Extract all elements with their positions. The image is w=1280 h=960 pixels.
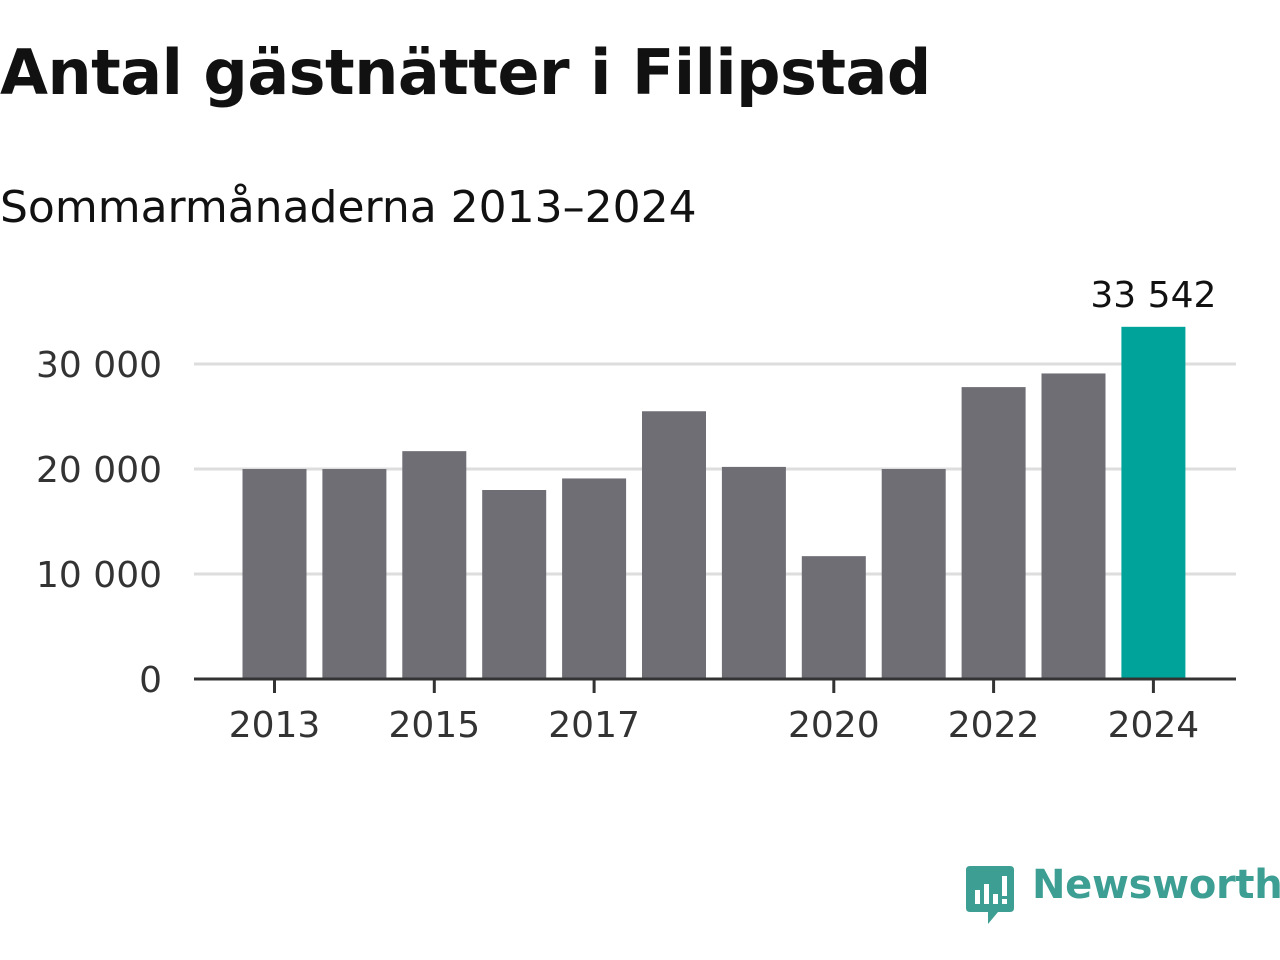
x-tick-label: 2020: [788, 705, 880, 746]
x-tick-label: 2022: [948, 705, 1040, 746]
bar-2018: [642, 411, 706, 679]
bar-2015: [402, 451, 467, 679]
bar-2022: [961, 387, 1026, 679]
bar-2023: [1041, 373, 1106, 679]
newsworthy-logo-icon: [966, 866, 1014, 924]
bar-2014: [322, 469, 387, 679]
y-tick-label: 20 000: [36, 450, 162, 491]
x-axis-labels: 2013 2015 2017 2020 2022 2024: [229, 705, 1200, 746]
data-label: 33 542: [1090, 275, 1216, 316]
bar-2024: [1121, 326, 1186, 679]
y-tick-label: 30 000: [36, 345, 162, 386]
y-tick-label: 10 000: [36, 555, 162, 596]
bar-2020: [801, 556, 866, 679]
brand-logo: Newsworthy: [964, 862, 1280, 928]
bar-2019: [721, 466, 786, 679]
bar-2013: [242, 469, 307, 679]
brand-name: Newsworthy: [1032, 862, 1280, 908]
x-axis: [194, 677, 1236, 693]
bar-2021: [881, 469, 946, 679]
chart-title: Antal gästnätter i Filipstad: [0, 36, 931, 109]
bar-2016: [482, 490, 547, 679]
x-tick-label: 2024: [1108, 705, 1200, 746]
y-axis-labels: 0 10 000 20 000 30 000: [36, 345, 162, 701]
x-tick-label: 2015: [388, 705, 480, 746]
chart-subtitle: Sommarmånaderna 2013–2024: [0, 182, 697, 233]
x-tick-label: 2013: [229, 705, 321, 746]
data-labels: 33 542: [1090, 275, 1216, 316]
bar-chart: 0 10 000 20 000 30 000 2013 2015 2017 2020 2022…: [36, 275, 1236, 746]
bar-2017: [562, 478, 627, 679]
y-tick-label: 0: [139, 660, 162, 701]
x-tick-label: 2017: [548, 705, 640, 746]
bars: [242, 326, 1186, 679]
